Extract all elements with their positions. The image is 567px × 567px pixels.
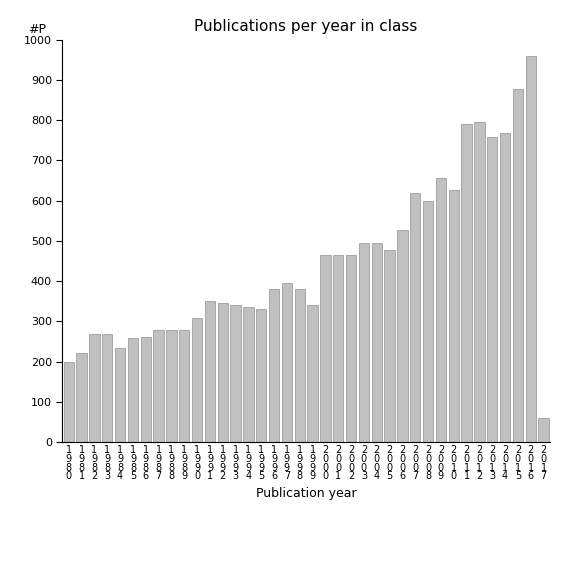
Bar (500, 133, 510, 442)
Bar (359, 243, 369, 442)
X-axis label: Publication year: Publication year (256, 487, 357, 500)
Bar (141, 337, 151, 442)
Bar (307, 306, 318, 442)
Bar (295, 289, 305, 442)
Bar (166, 329, 176, 442)
Bar (154, 331, 164, 442)
Bar (243, 307, 253, 442)
Bar (474, 122, 485, 442)
Title: Publications per year in class: Publications per year in class (194, 19, 418, 35)
Bar (230, 304, 241, 442)
Bar (513, 89, 523, 442)
Bar (179, 329, 189, 442)
Bar (397, 230, 408, 442)
Text: #P: #P (28, 23, 46, 36)
Bar (128, 337, 138, 442)
Bar (90, 333, 100, 442)
Bar (462, 124, 472, 442)
Bar (526, 56, 536, 442)
Bar (77, 353, 87, 442)
Bar (410, 193, 420, 442)
Bar (218, 303, 228, 442)
Bar (64, 362, 74, 442)
Bar (448, 190, 459, 442)
Bar (436, 178, 446, 442)
Bar (192, 318, 202, 442)
Bar (320, 255, 331, 442)
Bar (423, 201, 433, 442)
Bar (256, 308, 266, 442)
Bar (371, 243, 382, 442)
Bar (539, 418, 549, 442)
Bar (346, 255, 356, 442)
Bar (102, 335, 112, 442)
Bar (487, 137, 497, 442)
Bar (333, 255, 344, 442)
Bar (205, 302, 215, 442)
Bar (384, 250, 395, 442)
Bar (282, 284, 292, 442)
Bar (115, 348, 125, 442)
Bar (269, 289, 279, 442)
